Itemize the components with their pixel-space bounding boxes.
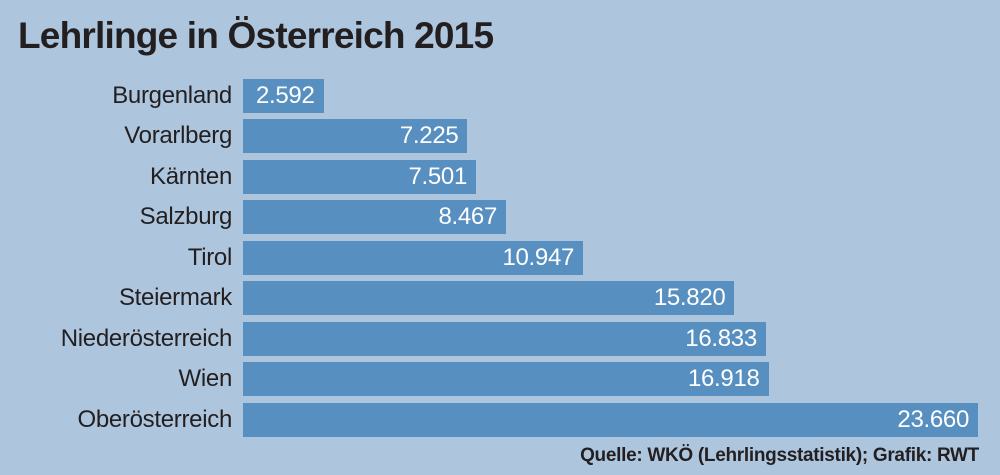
bar: 8.467 [243, 200, 507, 235]
value-label: 23.660 [897, 405, 969, 433]
value-label: 15.820 [653, 284, 726, 312]
bar: 10.947 [243, 240, 584, 275]
value-label: 16.833 [685, 324, 757, 352]
chart-row: Kärnten 7.501 [0, 157, 1000, 198]
chart-row: Salzburg 8.467 [0, 197, 1000, 238]
bar-track: 23.660 [243, 402, 978, 437]
bar-track: 7.225 [243, 119, 978, 154]
bar-track: 8.467 [243, 200, 978, 235]
chart-row: Vorarlberg 7.225 [0, 116, 1000, 157]
bar: 15.820 [243, 281, 735, 316]
chart-row: Burgenland 2.592 [0, 76, 1000, 117]
chart-row: Steiermark 15.820 [0, 278, 1000, 319]
category-label: Salzburg [139, 203, 233, 231]
bar: 2.592 [243, 78, 324, 113]
chart-row: Niederösterreich 16.833 [0, 319, 1000, 360]
category-label: Niederösterreich [60, 324, 233, 352]
category-label: Burgenland [112, 81, 232, 109]
category-label: Kärnten [150, 162, 232, 190]
value-label: 16.918 [687, 365, 760, 393]
chart-rows: Burgenland 2.592 Vorarlberg 7.225 Kärnten 7.5… [0, 76, 1000, 441]
bar-track: 10.947 [243, 240, 978, 275]
value-label: 7.225 [399, 122, 459, 150]
chart-row: Oberösterreich 23.660 [0, 400, 1000, 441]
bar: 7.225 [243, 119, 468, 154]
value-label: 2.592 [255, 81, 315, 109]
value-label: 8.467 [438, 203, 498, 231]
category-label: Vorarlberg [124, 122, 232, 150]
bar-track: 7.501 [243, 159, 978, 194]
chart-title: Lehrlinge in Österreich 2015 [18, 15, 494, 56]
bar-track: 16.918 [243, 362, 978, 397]
bar: 23.660 [243, 402, 978, 437]
chart-row: Tirol 10.947 [0, 238, 1000, 279]
chart-row: Wien 16.918 [0, 359, 1000, 400]
bar: 16.918 [243, 362, 769, 397]
bar-track: 2.592 [243, 78, 978, 113]
bar: 7.501 [243, 159, 477, 194]
bar: 16.833 [243, 321, 766, 356]
bar-track: 15.820 [243, 281, 978, 316]
category-label: Tirol [187, 243, 233, 271]
value-label: 7.501 [408, 162, 468, 190]
bar-track: 16.833 [243, 321, 978, 356]
source-credit: Quelle: WKÖ (Lehrlingsstatistik); Grafik… [580, 445, 979, 467]
category-label: Steiermark [118, 284, 232, 312]
category-label: Wien [178, 365, 233, 393]
category-label: Oberösterreich [77, 405, 232, 433]
value-label: 10.947 [502, 243, 575, 271]
